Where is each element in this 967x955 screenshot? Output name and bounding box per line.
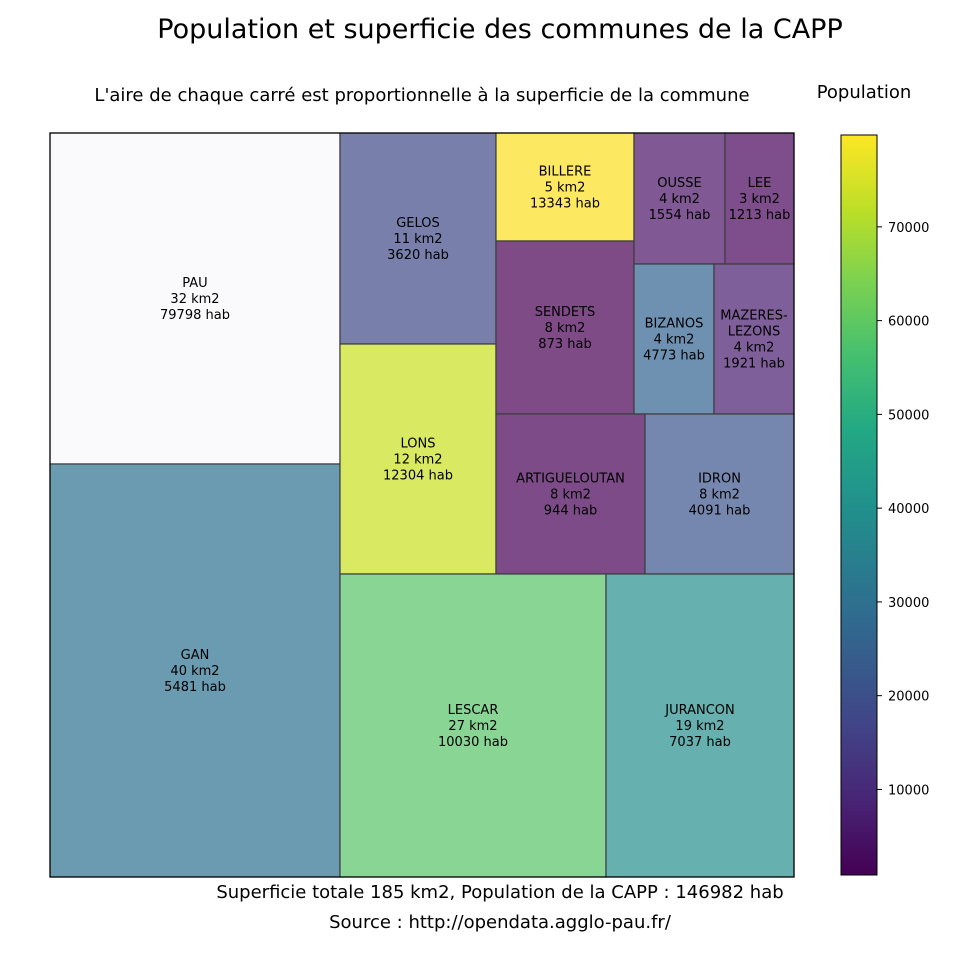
colorbar-tick-label: 40000 (888, 502, 929, 517)
cell-population: 79798 hab (160, 308, 230, 323)
cell-ousse: OUSSE 4 km2 1554 hab (633, 132, 726, 265)
cell-rect (633, 132, 726, 265)
cell-label: LONS 12 km2 12304 hab (383, 437, 453, 484)
cell-area: 4 km2 (659, 192, 700, 207)
cell-artigueloutan: ARTIGUELOUTAN 8 km2 944 hab (495, 413, 646, 575)
cell-label: PAU 32 km2 79798 hab (160, 276, 230, 323)
colorbar-tick-label: 30000 (888, 596, 929, 611)
cell-rect (495, 240, 635, 415)
cell-population: 3620 hab (387, 248, 449, 263)
cell-area: 3 km2 (739, 192, 780, 207)
cell-label: IDRON 8 km2 4091 hab (689, 472, 751, 519)
cell-population: 10030 hab (438, 735, 508, 750)
cell-rect (713, 263, 795, 415)
colorbar-tick-label: 20000 (888, 690, 929, 705)
cell-area: 8 km2 (699, 488, 740, 503)
cell-mazeres-lezons: MAZERES-LEZONS 4 km2 1921 hab (713, 263, 795, 415)
cell-population: 5481 hab (164, 680, 226, 695)
cell-name: GELOS (396, 216, 440, 231)
cell-population: 1554 hab (649, 208, 711, 223)
cell-area: 4 km2 (734, 341, 775, 356)
cell-name: GAN (181, 648, 210, 663)
cell-name: MAZERES- (720, 309, 788, 324)
cell-rect (644, 413, 795, 575)
cell-area: 27 km2 (448, 719, 497, 734)
cell-label: JURANCON 19 km2 7037 hab (664, 703, 735, 750)
cell-population: 1921 hab (723, 357, 785, 372)
cell-area: 11 km2 (393, 232, 442, 247)
colorbar: 10000 20000 30000 40000 50000 60000 70000 (840, 134, 929, 876)
cell-population: 4091 hab (689, 504, 751, 519)
cell-bizanos: BIZANOS 4 km2 4773 hab (633, 263, 715, 415)
colorbar-tick-label: 10000 (888, 783, 929, 798)
cell-name: LESCAR (448, 703, 499, 718)
cell-name: OUSSE (657, 176, 701, 191)
cell-area: 4 km2 (654, 333, 695, 348)
cell-name: BILLERE (539, 165, 592, 180)
colorbar-tick-label: 70000 (888, 221, 929, 236)
cell-name: BIZANOS (645, 317, 704, 332)
cell-area: 8 km2 (550, 488, 591, 503)
cell-area: 8 km2 (545, 321, 586, 336)
cell-sendets: SENDETS 8 km2 873 hab (495, 240, 635, 415)
cell-rect (49, 463, 341, 878)
colorbar-gradient (840, 134, 878, 876)
colorbar-tick-label: 60000 (888, 315, 929, 330)
cell-label: GELOS 11 km2 3620 hab (387, 216, 449, 263)
cell-idron: IDRON 8 km2 4091 hab (644, 413, 795, 575)
cell-name: PAU (182, 276, 207, 291)
cell-name: LEZONS (728, 325, 781, 340)
cell-label: OUSSE 4 km2 1554 hab (649, 176, 711, 223)
cell-rect (495, 132, 635, 242)
cell-name: ARTIGUELOUTAN (516, 472, 625, 487)
cell-label: LESCAR 27 km2 10030 hab (438, 703, 508, 750)
cell-lescar: LESCAR 27 km2 10030 hab (339, 573, 607, 878)
cell-label: LEE 3 km2 1213 hab (729, 176, 791, 223)
cell-jurancon: JURANCON 19 km2 7037 hab (605, 573, 795, 878)
cell-population: 944 hab (544, 504, 597, 519)
cell-name: IDRON (698, 472, 741, 487)
colorbar-tick-label: 50000 (888, 408, 929, 423)
cell-rect (495, 413, 646, 575)
cell-billere: BILLERE 5 km2 13343 hab (495, 132, 635, 242)
cell-name: LEE (748, 176, 772, 191)
cell-pau: PAU 32 km2 79798 hab (49, 132, 341, 465)
cell-area: 19 km2 (675, 719, 724, 734)
cell-rect (339, 343, 497, 575)
chart-source: Source : http://opendata.agglo-pau.fr/ (329, 912, 671, 933)
cell-gelos: GELOS 11 km2 3620 hab (339, 132, 497, 345)
treemap-cells: PAU 32 km2 79798 hab GAN 40 km2 5481 hab GELOS… (49, 132, 795, 878)
cell-gan: GAN 40 km2 5481 hab (49, 463, 341, 878)
cell-population: 873 hab (538, 337, 591, 352)
cell-population: 13343 hab (530, 197, 600, 212)
chart-footer: Superficie totale 185 km2, Population de… (216, 882, 784, 903)
cell-name: JURANCON (664, 703, 735, 718)
cell-rect (605, 573, 795, 878)
cell-population: 12304 hab (383, 469, 453, 484)
cell-label: BILLERE 5 km2 13343 hab (530, 165, 600, 212)
cell-label: GAN 40 km2 5481 hab (164, 648, 226, 695)
cell-rect (633, 263, 715, 415)
chart-subtitle: L'aire de chaque carré est proportionnel… (94, 85, 750, 106)
cell-lee: LEE 3 km2 1213 hab (724, 132, 795, 265)
cell-population: 7037 hab (669, 735, 731, 750)
cell-lons: LONS 12 km2 12304 hab (339, 343, 497, 575)
colorbar-title: Population (816, 82, 912, 103)
cell-area: 32 km2 (170, 292, 219, 307)
cell-population: 1213 hab (729, 208, 791, 223)
plot-frame (49, 132, 795, 878)
cell-rect (49, 132, 341, 465)
cell-name: LONS (401, 437, 436, 452)
cell-area: 40 km2 (170, 664, 219, 679)
cell-label: MAZERES-LEZONS 4 km2 1921 hab (720, 309, 788, 372)
cell-label: BIZANOS 4 km2 4773 hab (643, 317, 705, 364)
cell-label: SENDETS 8 km2 873 hab (535, 305, 596, 352)
chart-title: Population et superficie des communes de… (157, 14, 843, 45)
cell-name: SENDETS (535, 305, 596, 320)
cell-area: 5 km2 (545, 181, 586, 196)
cell-area: 12 km2 (393, 453, 442, 468)
cell-population: 4773 hab (643, 349, 705, 364)
cell-label: ARTIGUELOUTAN 8 km2 944 hab (516, 472, 625, 519)
